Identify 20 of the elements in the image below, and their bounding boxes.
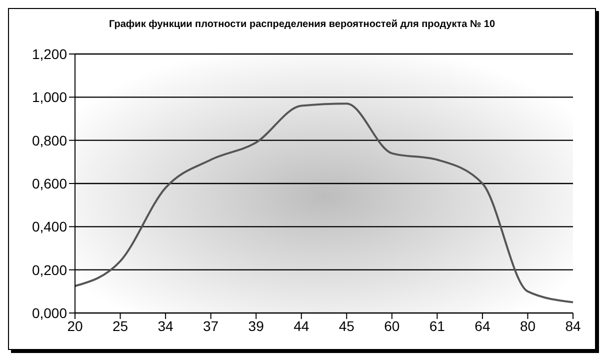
x-tick-label: 64	[474, 318, 490, 334]
x-tick-label: 61	[429, 318, 446, 334]
x-tick-label: 25	[112, 318, 128, 334]
x-tick-label: 80	[520, 318, 536, 334]
y-tick-label: 0,800	[32, 132, 68, 148]
x-tick-label: 45	[338, 318, 355, 334]
y-tick-label: 0,400	[32, 218, 68, 235]
x-tick-label: 20	[67, 318, 83, 334]
chart-title: График функции плотности распределения вероятностей для продукта № 10	[108, 19, 496, 30]
x-tick-label: 84	[565, 318, 581, 334]
y-tick-label: 1,200	[32, 46, 68, 62]
y-tick-label: 0,200	[32, 262, 68, 278]
x-tick-label: 37	[203, 318, 219, 334]
y-tick-label: 0,600	[32, 175, 68, 192]
x-tick-label: 44	[294, 318, 310, 334]
x-tick-label: 34	[158, 318, 174, 334]
y-tick-label: 1,000	[32, 89, 68, 106]
x-tick-label: 60	[384, 318, 400, 334]
y-tick-label: 0,000	[32, 304, 68, 321]
x-tick-label: 39	[248, 318, 264, 334]
